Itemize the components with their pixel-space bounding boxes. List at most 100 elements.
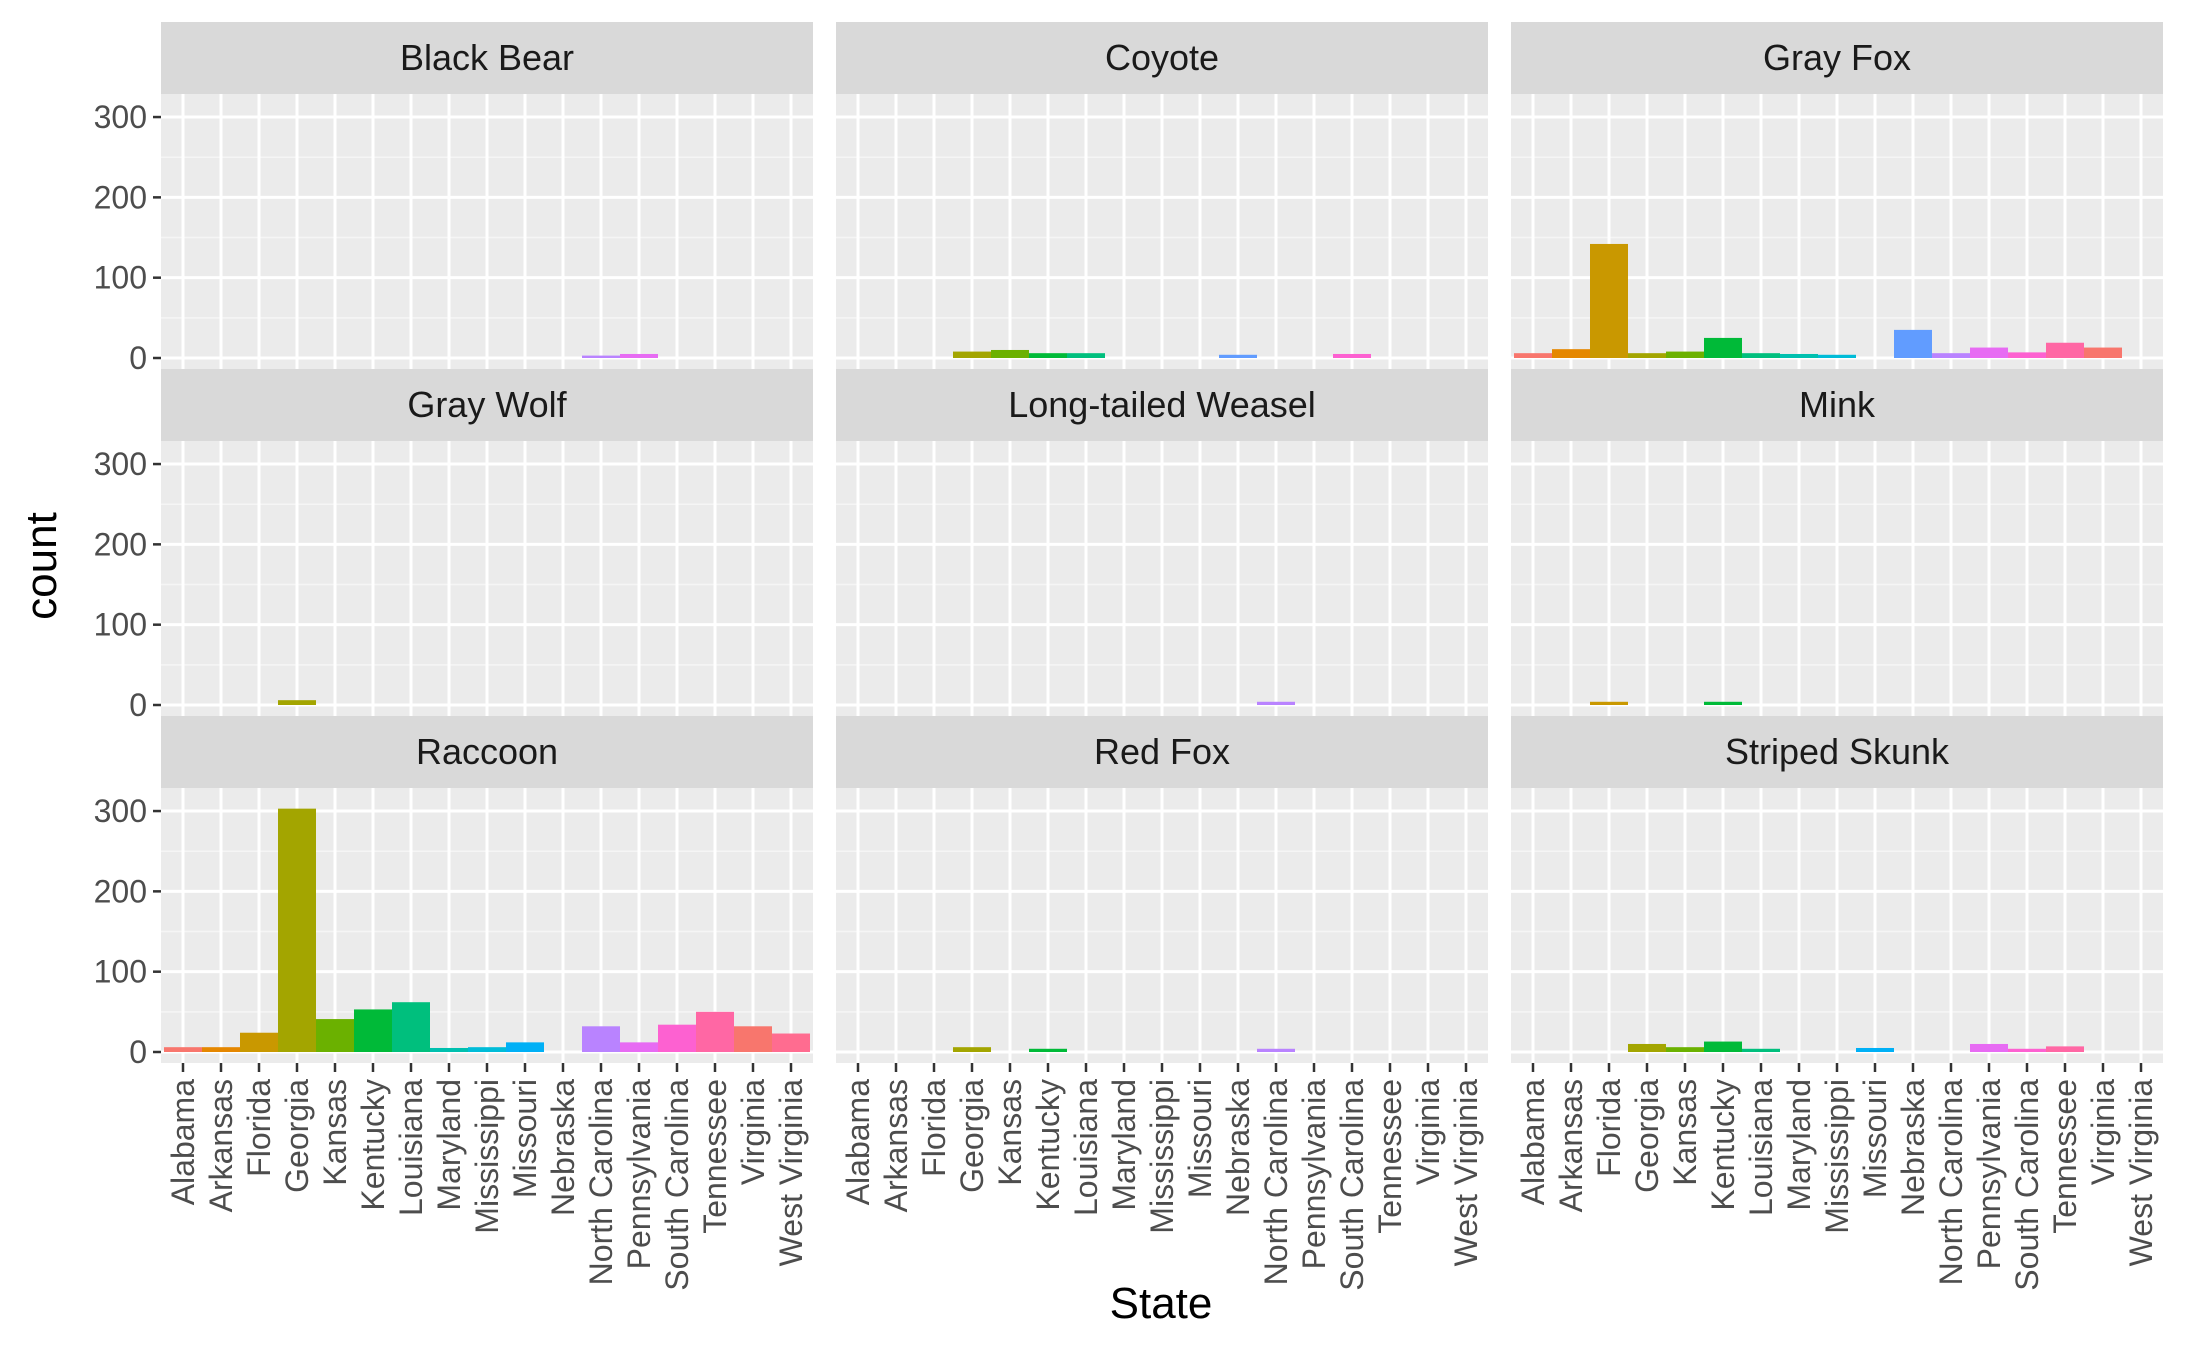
facet-strip-label: Gray Fox xyxy=(1763,37,1911,78)
bar-missouri xyxy=(506,1042,544,1052)
facet-strip-label: Black Bear xyxy=(400,37,574,78)
y-tick-label: 0 xyxy=(129,687,147,723)
bar-louisiana xyxy=(1067,353,1105,358)
x-axis-title: State xyxy=(1110,1279,1213,1328)
bar-maryland xyxy=(1780,353,1818,358)
bar-pennsylvania xyxy=(1970,1043,2008,1052)
bar-georgia xyxy=(278,808,316,1052)
bar-alabama xyxy=(164,1047,202,1052)
x-tick-label: Missouri xyxy=(1182,1079,1218,1198)
x-tick-label: Missouri xyxy=(507,1079,543,1198)
bar-virginia xyxy=(734,1026,772,1052)
x-tick-label: Florida xyxy=(916,1079,952,1177)
bar-alabama xyxy=(1514,353,1552,358)
x-tick-label: North Carolina xyxy=(1933,1079,1969,1286)
bar-kentucky xyxy=(1704,1041,1742,1052)
y-tick-label: 100 xyxy=(94,954,147,990)
x-tick-label: South Carolina xyxy=(1334,1079,1370,1291)
x-tick-label: Kentucky xyxy=(355,1079,391,1211)
x-tick-label: Arkansas xyxy=(878,1079,914,1212)
bar-north-carolina xyxy=(582,355,620,358)
bar-kentucky xyxy=(1704,701,1742,705)
facet-strip xyxy=(836,369,1488,441)
facet-panel: Coyote xyxy=(836,22,1488,369)
x-tick-label: Kentucky xyxy=(1705,1079,1741,1211)
x-tick-label: Missouri xyxy=(1857,1079,1893,1198)
bar-mississippi xyxy=(468,1047,506,1052)
bar-north-carolina xyxy=(1257,1048,1295,1052)
bar-georgia xyxy=(278,700,316,705)
bar-pennsylvania xyxy=(1970,347,2008,358)
x-tick-label: Arkansas xyxy=(1553,1079,1589,1212)
x-tick-label: Tennessee xyxy=(697,1079,733,1234)
x-tick-label: Arkansas xyxy=(203,1079,239,1212)
bar-georgia xyxy=(953,351,991,358)
bar-georgia xyxy=(1628,353,1666,358)
bar-louisiana xyxy=(1742,1048,1780,1052)
bar-kentucky xyxy=(354,1009,392,1052)
facet-strip-label: Coyote xyxy=(1105,37,1219,78)
y-tick-label: 100 xyxy=(94,260,147,296)
x-tick-label: Kentucky xyxy=(1030,1079,1066,1211)
bar-florida xyxy=(240,1032,278,1052)
x-tick-label: Kansas xyxy=(992,1079,1028,1186)
bar-florida xyxy=(1590,701,1628,705)
facets-layer: Black Bear 0 100 200 300 Coyote Gray Fox Gray W… xyxy=(94,22,2163,1291)
y-tick-label: 200 xyxy=(94,526,147,562)
x-tick-label: Louisiana xyxy=(1743,1079,1779,1216)
x-tick-label: Mississippi xyxy=(1819,1079,1855,1234)
y-axis-title: count xyxy=(17,512,66,620)
x-tick-label: Louisiana xyxy=(393,1079,429,1216)
bar-nebraska xyxy=(1894,329,1932,358)
facet-panel: Gray Fox xyxy=(1511,22,2163,369)
bar-louisiana xyxy=(1742,353,1780,358)
y-tick-label: 300 xyxy=(94,793,147,829)
bar-kentucky xyxy=(1029,353,1067,358)
x-tick-label: South Carolina xyxy=(2009,1079,2045,1291)
x-tick-label: North Carolina xyxy=(583,1079,619,1286)
x-tick-label: Florida xyxy=(241,1079,277,1177)
facet-strip-label: Raccoon xyxy=(416,731,558,772)
x-tick-label: Kansas xyxy=(1667,1079,1703,1186)
x-tick-label: West Virginia xyxy=(1448,1079,1484,1267)
facet-panel: Striped Skunk Alabama Arkansas Florida Georg… xyxy=(1511,716,2163,1291)
facet-strip xyxy=(1511,22,2163,94)
x-tick-label: North Carolina xyxy=(1258,1079,1294,1286)
y-tick-label: 300 xyxy=(94,99,147,135)
bar-north-carolina xyxy=(1257,701,1295,705)
bar-nebraska xyxy=(1219,354,1257,358)
bar-kentucky xyxy=(1704,337,1742,358)
bar-kansas xyxy=(1666,351,1704,358)
y-tick-label: 0 xyxy=(129,340,147,376)
x-tick-label: Mississippi xyxy=(1144,1079,1180,1234)
facet-strip-label: Long-tailed Weasel xyxy=(1008,384,1316,425)
bar-pennsylvania xyxy=(620,353,658,358)
facet-strip-label: Gray Wolf xyxy=(407,384,567,425)
x-tick-label: South Carolina xyxy=(659,1079,695,1291)
x-tick-label: Nebraska xyxy=(1895,1079,1931,1216)
bar-georgia xyxy=(1628,1043,1666,1052)
bar-kentucky xyxy=(1029,1048,1067,1052)
bar-arkansas xyxy=(1552,349,1590,358)
y-tick-label: 100 xyxy=(94,607,147,643)
facet-strip xyxy=(161,22,813,94)
x-tick-label: Maryland xyxy=(1106,1079,1142,1211)
facet-panel: Black Bear 0 100 200 300 xyxy=(94,22,813,376)
y-tick-label: 200 xyxy=(94,873,147,909)
x-tick-label: Georgia xyxy=(1629,1079,1665,1193)
bar-louisiana xyxy=(392,1002,430,1052)
facet-strip-label: Mink xyxy=(1799,384,1876,425)
facet-panel: Long-tailed Weasel xyxy=(836,369,1488,716)
x-tick-label: Alabama xyxy=(165,1079,201,1206)
bar-north-carolina xyxy=(1932,353,1970,358)
x-tick-label: Virginia xyxy=(2085,1079,2121,1185)
x-tick-label: Maryland xyxy=(1781,1079,1817,1211)
x-tick-label: Nebraska xyxy=(545,1079,581,1216)
facet-strip xyxy=(1511,369,2163,441)
bar-north-carolina xyxy=(582,1026,620,1052)
bar-arkansas xyxy=(202,1047,240,1052)
facet-strip xyxy=(161,369,813,441)
x-tick-label: Virginia xyxy=(735,1079,771,1185)
x-tick-label: Nebraska xyxy=(1220,1079,1256,1216)
bar-maryland xyxy=(430,1047,468,1052)
